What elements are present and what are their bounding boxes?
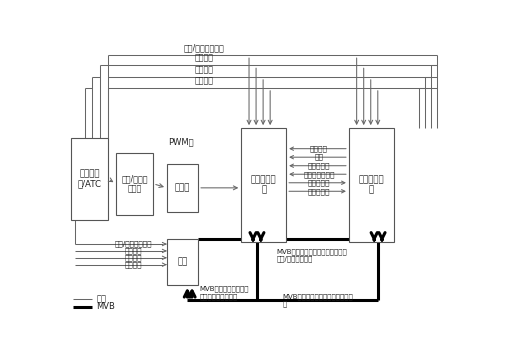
Text: 牵引/制动力
需求值: 牵引/制动力 需求值: [121, 174, 148, 193]
Bar: [349, 128, 394, 242]
Bar: [116, 153, 153, 215]
Text: 司机控制
器/ATC: 司机控制 器/ATC: [78, 169, 102, 188]
Text: MVB：参考速度、载重、电制动禁
止: MVB：参考速度、载重、电制动禁 止: [282, 293, 353, 307]
Text: PWM波: PWM波: [168, 138, 193, 147]
Text: 电制动状态: 电制动状态: [308, 188, 330, 195]
Text: 牵引指令: 牵引指令: [125, 248, 142, 254]
Text: 硬线: 硬线: [96, 295, 107, 303]
Text: 电制动滑行: 电制动滑行: [308, 180, 330, 186]
Bar: [167, 164, 198, 212]
Text: 制动指令: 制动指令: [125, 255, 142, 261]
Text: 制动控制单
元: 制动控制单 元: [359, 175, 384, 195]
Bar: [71, 138, 108, 220]
Text: 电制动禁止: 电制动禁止: [308, 162, 330, 169]
Bar: [241, 128, 286, 242]
Text: 制动指令: 制动指令: [194, 76, 214, 85]
Text: 网络: 网络: [177, 257, 188, 267]
Text: 参考速度: 参考速度: [310, 145, 328, 152]
Bar: [167, 240, 198, 285]
Text: 向前指令: 向前指令: [194, 53, 214, 62]
Text: 牵引指令: 牵引指令: [194, 65, 214, 74]
Text: MVB：牵引、制动、方向指令及牵
引力/制动力需求值: MVB：牵引、制动、方向指令及牵 引力/制动力需求值: [277, 248, 347, 262]
Text: 网络/硬线选择信号: 网络/硬线选择信号: [184, 43, 224, 52]
Text: 编码器: 编码器: [175, 183, 190, 192]
Text: MVB：电制动状态、滑
行、电制动力完成值: MVB：电制动状态、滑 行、电制动力完成值: [199, 286, 249, 300]
Text: 方向指令: 方向指令: [125, 261, 142, 268]
Text: 牵引/制动力需求值: 牵引/制动力需求值: [115, 241, 153, 247]
Text: MVB: MVB: [96, 302, 115, 311]
Text: 载重: 载重: [315, 154, 324, 161]
Text: 电制动力完成值: 电制动力完成值: [304, 171, 335, 177]
Text: 牵引控制单
元: 牵引控制单 元: [251, 175, 277, 195]
